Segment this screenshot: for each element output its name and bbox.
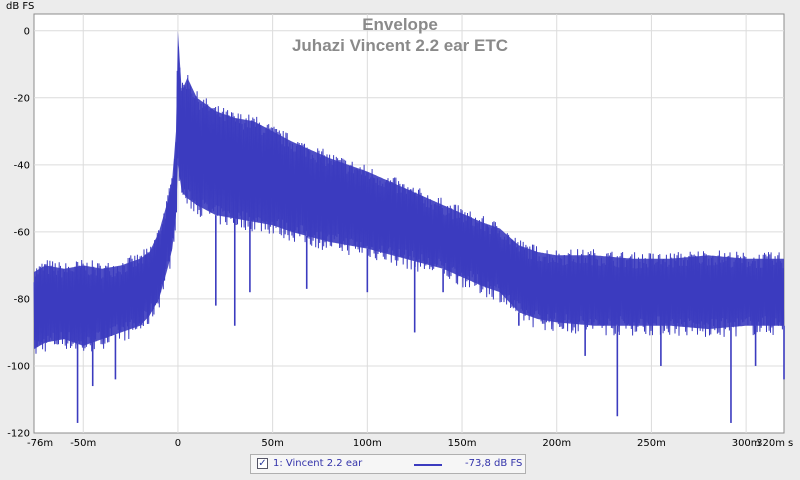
x-tick-label: -76m xyxy=(27,438,53,449)
y-axis: 0 -20 -40 -60 -80 -100 -120 xyxy=(7,26,30,439)
y-tick-label: -100 xyxy=(7,361,30,372)
chart-subtitle: Juhazi Vincent 2.2 ear ETC xyxy=(292,36,508,55)
legend-entry-value: -73,8 dB FS xyxy=(465,458,523,469)
x-tick-label: 150m xyxy=(448,438,477,449)
series-line xyxy=(33,46,785,354)
y-tick-label: 0 xyxy=(24,26,30,37)
y-tick-label: -20 xyxy=(14,93,30,104)
x-tick-label: 250m xyxy=(637,438,666,449)
legend-entry-label[interactable]: 1: Vincent 2.2 ear xyxy=(273,458,363,469)
x-tick-label: 100m xyxy=(353,438,382,449)
x-tick-label: -50m xyxy=(70,438,96,449)
x-tick-label: 300m xyxy=(732,438,761,449)
y-tick-label: -40 xyxy=(14,160,30,171)
x-axis-unit: s xyxy=(788,438,793,449)
series-layer xyxy=(33,30,785,423)
x-tick-label: 50m xyxy=(261,438,283,449)
y-tick-label: -80 xyxy=(14,294,30,305)
legend-line-swatch xyxy=(414,464,442,466)
x-tick-label: 0 xyxy=(175,438,181,449)
chart-title: Envelope xyxy=(362,15,438,34)
y-tick-label: -120 xyxy=(7,429,30,440)
x-tick-label: 200m xyxy=(542,438,571,449)
y-tick-label: -60 xyxy=(14,227,30,238)
x-tick-label: 320m xyxy=(756,438,785,449)
y-axis-title: dB FS xyxy=(6,1,34,12)
legend-visibility-checkbox[interactable]: ✓ xyxy=(257,458,268,469)
legend: ✓ 1: Vincent 2.2 ear -73,8 dB FS xyxy=(250,454,526,474)
